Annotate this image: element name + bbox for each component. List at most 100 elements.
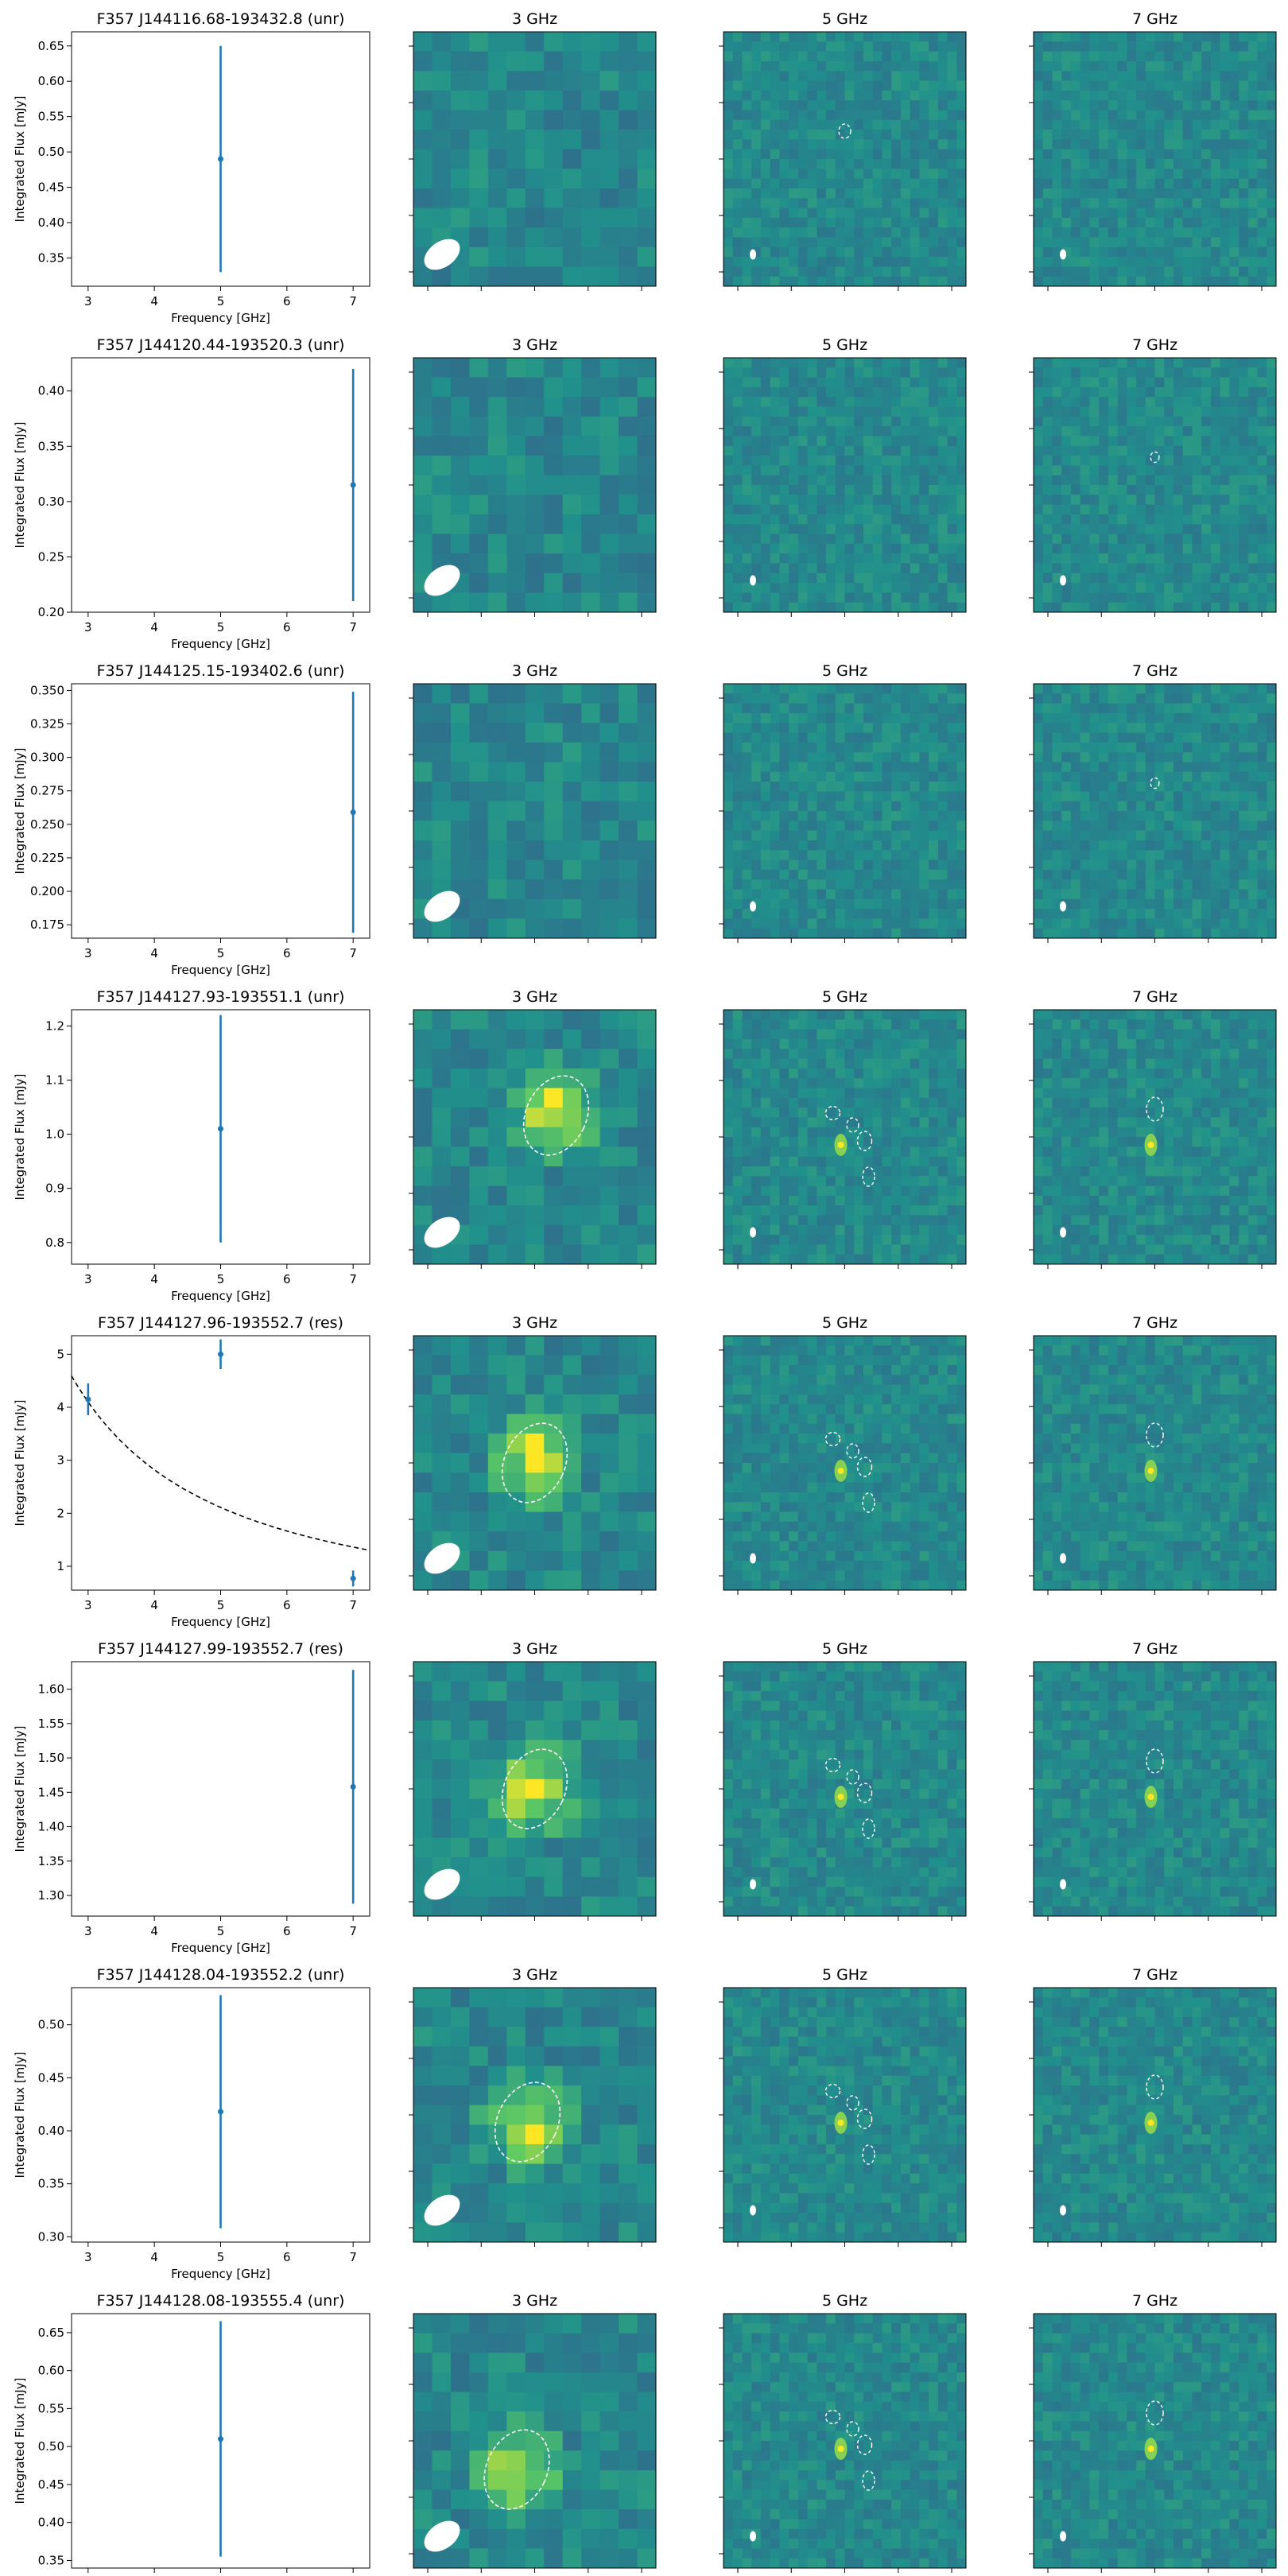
- image-pixel: [1145, 386, 1155, 398]
- image-pixel: [789, 732, 799, 743]
- image-pixel: [1201, 821, 1212, 832]
- image-pixel: [742, 898, 752, 910]
- image-pixel: [779, 495, 789, 506]
- image-pixel: [732, 504, 743, 515]
- image-pixel: [413, 592, 433, 612]
- image-pixel: [1210, 485, 1221, 495]
- image-pixel: [525, 859, 545, 880]
- image-pixel: [619, 1010, 638, 1030]
- image-pixel: [1034, 742, 1044, 753]
- image-pixel: [807, 110, 817, 121]
- image-pixel: [724, 504, 734, 515]
- image-pixel: [947, 159, 957, 169]
- image-pixel: [882, 830, 892, 841]
- image-pixel: [1267, 149, 1276, 160]
- image-pixel: [891, 898, 902, 910]
- image-pixel: [1061, 41, 1072, 52]
- image-pixel: [1210, 436, 1221, 447]
- image-pixel: [882, 436, 892, 447]
- image-pixel: [1042, 543, 1053, 554]
- image-pixel: [581, 592, 601, 612]
- image-pixel: [469, 110, 489, 130]
- image-pixel: [947, 119, 957, 130]
- image-pixel: [413, 553, 433, 574]
- image-pixel: [1117, 553, 1127, 564]
- image-pixel: [844, 188, 855, 199]
- image-pixel: [742, 436, 752, 447]
- image-pixel: [835, 918, 845, 929]
- image-pixel: [1080, 909, 1090, 919]
- image-pixel: [1182, 732, 1193, 743]
- image-pixel: [1192, 485, 1202, 495]
- image-pixel: [872, 859, 883, 871]
- image-pixel: [1145, 227, 1155, 238]
- image-pixel: [1173, 859, 1184, 871]
- image-pixel: [1089, 110, 1100, 121]
- image-pixel: [1080, 386, 1090, 398]
- image-pixel: [544, 703, 564, 724]
- image-pixel: [1247, 257, 1259, 267]
- image-pixel: [544, 130, 564, 150]
- image-pixel: [863, 227, 874, 238]
- image-pixel: [844, 475, 855, 486]
- image-pixel: [525, 149, 545, 169]
- image-pixel: [1257, 257, 1267, 267]
- image-pixel: [751, 553, 762, 564]
- image-pixel: [1089, 227, 1100, 238]
- image-pixel: [1034, 869, 1044, 880]
- image-pixel: [562, 782, 582, 802]
- image-pixel: [1154, 377, 1165, 388]
- image-pixel: [844, 217, 855, 228]
- image-pixel: [779, 110, 789, 121]
- image-pixel: [854, 762, 864, 773]
- image-pixel: [1099, 791, 1109, 802]
- image-pixel: [637, 90, 656, 111]
- image-pixel: [1229, 723, 1240, 734]
- image-pixel: [1099, 41, 1109, 52]
- image-pixel: [807, 32, 817, 42]
- image-pixel: [1136, 119, 1146, 130]
- image-pixel: [1229, 821, 1240, 832]
- panel-title: 3 GHz: [512, 662, 557, 680]
- image-pixel: [413, 377, 433, 398]
- image-pixel: [872, 358, 883, 368]
- image-pixel: [724, 791, 734, 802]
- image-pixel: [1070, 742, 1081, 753]
- image-pixel: [525, 436, 545, 456]
- image-pixel: [1127, 485, 1137, 495]
- image-pixel: [1136, 504, 1146, 515]
- image-pixel: [1182, 830, 1193, 841]
- image-pixel: [1070, 514, 1081, 525]
- image-pixel: [760, 237, 771, 248]
- image-pixel: [1042, 693, 1053, 704]
- image-pixel: [1257, 100, 1267, 111]
- image-pixel: [450, 110, 470, 130]
- image-pixel: [1247, 377, 1259, 388]
- image-pixel: [1080, 791, 1090, 802]
- image-pixel: [544, 723, 564, 743]
- image-pixel: [1164, 909, 1174, 919]
- image-pixel: [742, 32, 752, 42]
- image-pixel: [770, 821, 780, 832]
- image-pixel: [1080, 51, 1090, 62]
- image-pixel: [1052, 110, 1062, 121]
- image-pixel: [779, 732, 789, 743]
- image-pixel: [1061, 889, 1072, 900]
- image-pixel: [1239, 742, 1249, 753]
- image-pixel: [1052, 693, 1062, 704]
- image-pixel: [724, 406, 734, 417]
- image-pixel: [947, 684, 957, 694]
- image-pixel: [1267, 495, 1276, 506]
- image-pixel: [789, 495, 799, 506]
- image-pixel: [1089, 703, 1100, 714]
- image-pixel: [1267, 377, 1276, 388]
- image-pixel: [525, 456, 545, 476]
- image-pixel: [947, 406, 957, 417]
- image-pixel: [956, 684, 966, 694]
- image-pixel: [1210, 791, 1221, 802]
- image-pixel: [882, 543, 892, 554]
- image-pixel: [956, 445, 966, 456]
- image-pixel: [581, 703, 601, 724]
- image-pixel: [919, 732, 929, 743]
- image-pixel: [1229, 909, 1240, 919]
